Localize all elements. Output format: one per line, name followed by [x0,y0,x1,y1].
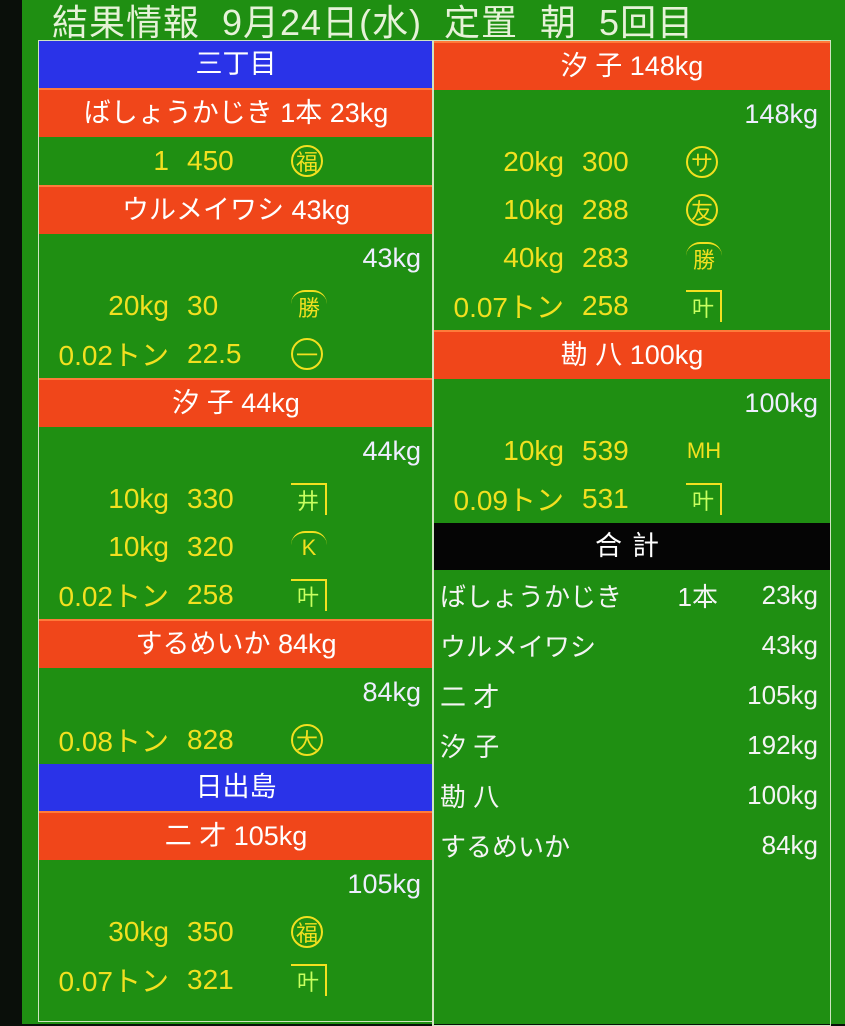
buyer-mark: 叶 [686,483,722,515]
buyer-mark: 叶 [291,579,327,611]
left-column: 三丁目 ばしょうかじき 1本 23kg 1 450 福ウルメイワシ 43kg 43kg 20… [38,40,434,1022]
summary-fish-name: 勘 八 [440,781,500,812]
summary-weight: 105kg [747,679,818,710]
sale-quantity: 10kg [503,194,564,225]
right-column: 汐 子 148kg 148kg 20kg 300 サ 10kg 288 友 40kg 283 勝 0.… [432,40,831,1026]
sale-price: 320 [187,531,234,562]
sale-quantity: 40kg [503,242,564,273]
sale-price: 283 [582,242,629,273]
buyer-mark: 友 [686,194,718,226]
buyer-mark: 勝 [291,290,327,322]
sale-quantity: 0.07トン [58,966,170,997]
market-header: 日出島 [39,764,433,811]
summary-row: ウルメイワシ 43kg [434,620,830,670]
fish-header: 勘 八 100kg [434,330,830,379]
buyer-mark: 井 [291,483,327,515]
section-total-weight: 84kg [362,677,421,707]
fish-header: 二 才 105kg [39,811,433,860]
buyer-mark: 福 [291,145,323,177]
display-screen: 結果情報 9月24日(水) 定置 朝 5回目 三丁目 ばしょうかじき 1本 23k… [22,0,845,1026]
sale-price: 330 [187,483,234,514]
sale-row: 0.07トン 321 叶 [39,956,433,1004]
summary-row: するめいか 84kg [434,820,830,870]
sale-quantity: 0.08トン [58,726,170,757]
summary-weight: 43kg [761,629,818,660]
sale-price: 350 [187,916,234,947]
sale-quantity: 0.09トン [453,485,565,516]
buyer-mark: 叶 [686,290,722,322]
sale-price: 450 [187,145,234,176]
sale-quantity: 20kg [503,146,564,177]
sale-quantity: 10kg [503,435,564,466]
sale-row: 0.08トン 828 大 [39,716,433,764]
fish-header: ばしょうかじき 1本 23kg [39,88,433,137]
sale-quantity: 0.02トン [58,581,170,612]
summary-row: 汐 子 192kg [434,720,830,770]
sale-row: 10kg 330 井 [39,475,433,523]
sale-row: 20kg 300 サ [434,138,830,186]
fish-header: ウルメイワシ 43kg [39,185,433,234]
buyer-mark: MH [686,438,722,463]
page-title: 結果情報 9月24日(水) 定置 朝 5回目 [52,2,695,43]
sale-row: 20kg 30 勝 [39,282,433,330]
fish-header: 汐 子 148kg [434,41,830,90]
sale-row: 10kg 320 K [39,523,433,571]
section-total-weight: 105kg [347,869,421,899]
section-total-weight: 43kg [362,243,421,273]
summary-fish-name: ウルメイワシ [440,631,597,662]
sale-quantity: 30kg [108,916,169,947]
sale-row: 10kg 539 MH [434,427,830,475]
sale-price: 22.5 [187,338,242,369]
summary-fish-name: 汐 子 [440,731,500,762]
buyer-mark: K [291,531,327,563]
market-header: 三丁目 [39,41,433,88]
sale-quantity: 10kg [108,483,169,514]
section-total-weight: 148kg [744,99,818,129]
sale-price: 30 [187,290,219,321]
summary-row: ばしょうかじき 1本 23kg [434,570,830,620]
fish-header: 汐 子 44kg [39,378,433,427]
total-header: 合計 [434,523,830,570]
buyer-mark: 叶 [291,964,327,996]
sale-price: 828 [187,724,234,755]
buyer-mark: サ [686,146,718,178]
sale-price: 321 [187,964,234,995]
sale-row: 0.02トン 22.5 一 [39,330,433,378]
sale-row: 30kg 350 福 [39,908,433,956]
sale-price: 288 [582,194,629,225]
summary-count: 1本 [677,581,718,612]
buyer-mark: 福 [291,916,323,948]
buyer-mark: 大 [291,724,323,756]
sale-price: 258 [582,290,629,321]
summary-weight: 100kg [747,779,818,810]
section-total-weight: 44kg [362,436,421,466]
summary-row: 二 才 105kg [434,670,830,720]
sale-row: 10kg 288 友 [434,186,830,234]
sale-price: 531 [582,483,629,514]
section-total-weight: 100kg [744,388,818,418]
sale-quantity: 0.02トン [58,340,170,371]
sale-price: 300 [582,146,629,177]
sale-row: 1 450 福 [39,137,433,185]
sale-quantity: 1 [153,145,169,176]
sale-row: 40kg 283 勝 [434,234,830,282]
summary-weight: 84kg [761,829,818,860]
summary-fish-name: するめいか [440,831,571,862]
summary-weight: 192kg [747,729,818,760]
sale-row: 0.07トン 258 叶 [434,282,830,330]
summary-weight: 23kg [761,579,818,610]
sale-price: 539 [582,435,629,466]
summary-fish-name: 二 才 [440,681,500,712]
summary-fish-name: ばしょうかじき [440,581,623,612]
sale-quantity: 20kg [108,290,169,321]
buyer-mark: 勝 [686,242,722,274]
sale-row: 0.09トン 531 叶 [434,475,830,523]
sale-row: 0.02トン 258 叶 [39,571,433,619]
fish-header: するめいか 84kg [39,619,433,668]
sale-quantity: 0.07トン [453,292,565,323]
sale-price: 258 [187,579,234,610]
buyer-mark: 一 [291,338,323,370]
summary-row: 勘 八 100kg [434,770,830,820]
sale-quantity: 10kg [108,531,169,562]
